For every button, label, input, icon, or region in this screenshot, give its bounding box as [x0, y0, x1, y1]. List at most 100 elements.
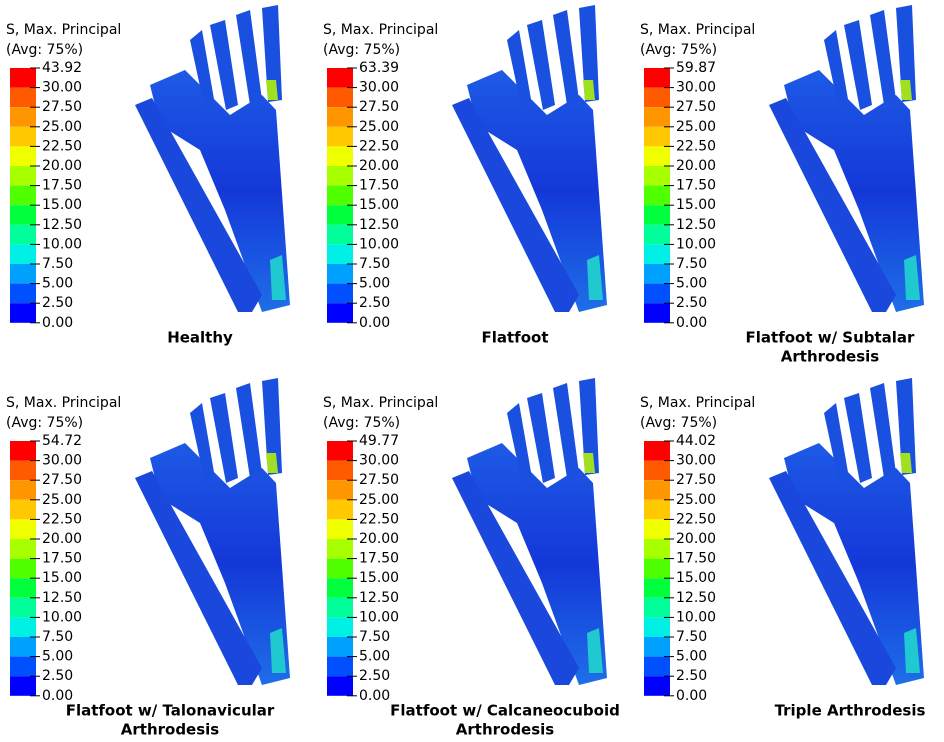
- legend-title: (Avg: 75%): [640, 415, 717, 431]
- legend-label: 59.87: [676, 60, 716, 76]
- legend-color: [10, 205, 36, 225]
- legend-color: [327, 264, 353, 284]
- legend-color: [327, 617, 353, 637]
- legend-label: 30.00: [42, 80, 82, 96]
- legend-label: 7.50: [359, 256, 390, 272]
- legend-color: [327, 500, 353, 520]
- legend-color: [644, 303, 670, 323]
- legend-color: [10, 500, 36, 520]
- legend-color: [10, 617, 36, 637]
- legend-label: 17.50: [676, 178, 716, 194]
- legend-title: S, Max. Principal: [6, 395, 121, 411]
- legend-color: [644, 500, 670, 520]
- caption: Arthrodesis: [121, 721, 220, 739]
- legend-label: 30.00: [359, 453, 399, 469]
- legend-label: 22.50: [676, 138, 716, 154]
- legend-title: S, Max. Principal: [6, 22, 121, 38]
- legend-label: 44.02: [676, 433, 716, 449]
- legend-color: [327, 480, 353, 500]
- legend-label: 0.00: [42, 315, 73, 331]
- caption: Flatfoot w/ Subtalar: [746, 329, 916, 347]
- legend-color: [644, 539, 670, 559]
- legend-label: 17.50: [359, 551, 399, 567]
- legend-color: [10, 519, 36, 539]
- bone-model: [769, 5, 924, 312]
- legend-label: 15.00: [359, 197, 399, 213]
- legend-color: [10, 127, 36, 147]
- legend-color: [644, 598, 670, 618]
- legend-color: [327, 127, 353, 147]
- legend-color: [644, 657, 670, 677]
- legend-label: 10.00: [42, 609, 82, 625]
- legend-label: 20.00: [676, 158, 716, 174]
- legend-label: 22.50: [42, 138, 82, 154]
- legend-label: 7.50: [676, 629, 707, 645]
- legend-label: 25.00: [359, 119, 399, 135]
- legend-label: 12.50: [676, 217, 716, 233]
- legend-label: 10.00: [676, 609, 716, 625]
- bone-model: [135, 378, 290, 685]
- legend-label: 12.50: [359, 217, 399, 233]
- legend-label: 5.00: [676, 276, 707, 292]
- legend-label: 30.00: [676, 453, 716, 469]
- legend-label: 17.50: [42, 551, 82, 567]
- legend-color: [644, 88, 670, 108]
- legend-label: 0.00: [359, 688, 390, 704]
- legend-label: 30.00: [42, 453, 82, 469]
- legend-label: 7.50: [42, 629, 73, 645]
- legend-color: [327, 598, 353, 618]
- legend-label: 2.50: [359, 295, 390, 311]
- legend-label: 30.00: [676, 80, 716, 96]
- bone-model: [452, 378, 607, 685]
- legend-color: [644, 166, 670, 186]
- legend-label: 0.00: [359, 315, 390, 331]
- legend-color: [10, 676, 36, 696]
- legend-color: [327, 559, 353, 579]
- legend-label: 25.00: [42, 119, 82, 135]
- caption: Healthy: [167, 329, 233, 347]
- legend-label: 5.00: [676, 649, 707, 665]
- legend-label: 22.50: [359, 138, 399, 154]
- legend-label: 10.00: [359, 236, 399, 252]
- legend-color: [10, 244, 36, 264]
- legend-color: [327, 519, 353, 539]
- legend-label: 15.00: [42, 197, 82, 213]
- panel: S, Max. Principal(Avg: 75%)43.9230.0027.…: [6, 5, 290, 347]
- bone-model: [452, 5, 607, 312]
- legend-title: S, Max. Principal: [640, 395, 755, 411]
- legend-color: [10, 539, 36, 559]
- legend-color: [644, 441, 670, 461]
- legend-title: (Avg: 75%): [323, 42, 400, 58]
- legend-color: [10, 559, 36, 579]
- legend-title: (Avg: 75%): [6, 42, 83, 58]
- legend-color: [10, 166, 36, 186]
- legend-label: 15.00: [42, 570, 82, 586]
- legend-color: [327, 539, 353, 559]
- figure: S, Max. Principal(Avg: 75%)43.9230.0027.…: [0, 0, 944, 742]
- legend-color: [10, 88, 36, 108]
- legend-label: 17.50: [676, 551, 716, 567]
- caption: Triple Arthrodesis: [775, 702, 926, 720]
- caption: Flatfoot w/ Talonavicular: [66, 702, 275, 720]
- legend-color: [10, 598, 36, 618]
- legend-title: S, Max. Principal: [640, 22, 755, 38]
- legend-label: 12.50: [42, 590, 82, 606]
- legend-label: 15.00: [676, 570, 716, 586]
- legend-label: 22.50: [42, 511, 82, 527]
- legend-label: 63.39: [359, 60, 399, 76]
- legend-color: [644, 559, 670, 579]
- legend-color: [644, 205, 670, 225]
- legend-color: [327, 107, 353, 127]
- legend-label: 20.00: [359, 531, 399, 547]
- legend-label: 43.92: [42, 60, 82, 76]
- legend-color: [644, 225, 670, 245]
- legend-label: 7.50: [676, 256, 707, 272]
- legend-title: (Avg: 75%): [640, 42, 717, 58]
- legend-color: [327, 88, 353, 108]
- legend-label: 15.00: [676, 197, 716, 213]
- legend-color: [10, 657, 36, 677]
- legend-label: 5.00: [359, 649, 390, 665]
- legend-color: [644, 519, 670, 539]
- legend-color: [644, 127, 670, 147]
- legend-title: (Avg: 75%): [323, 415, 400, 431]
